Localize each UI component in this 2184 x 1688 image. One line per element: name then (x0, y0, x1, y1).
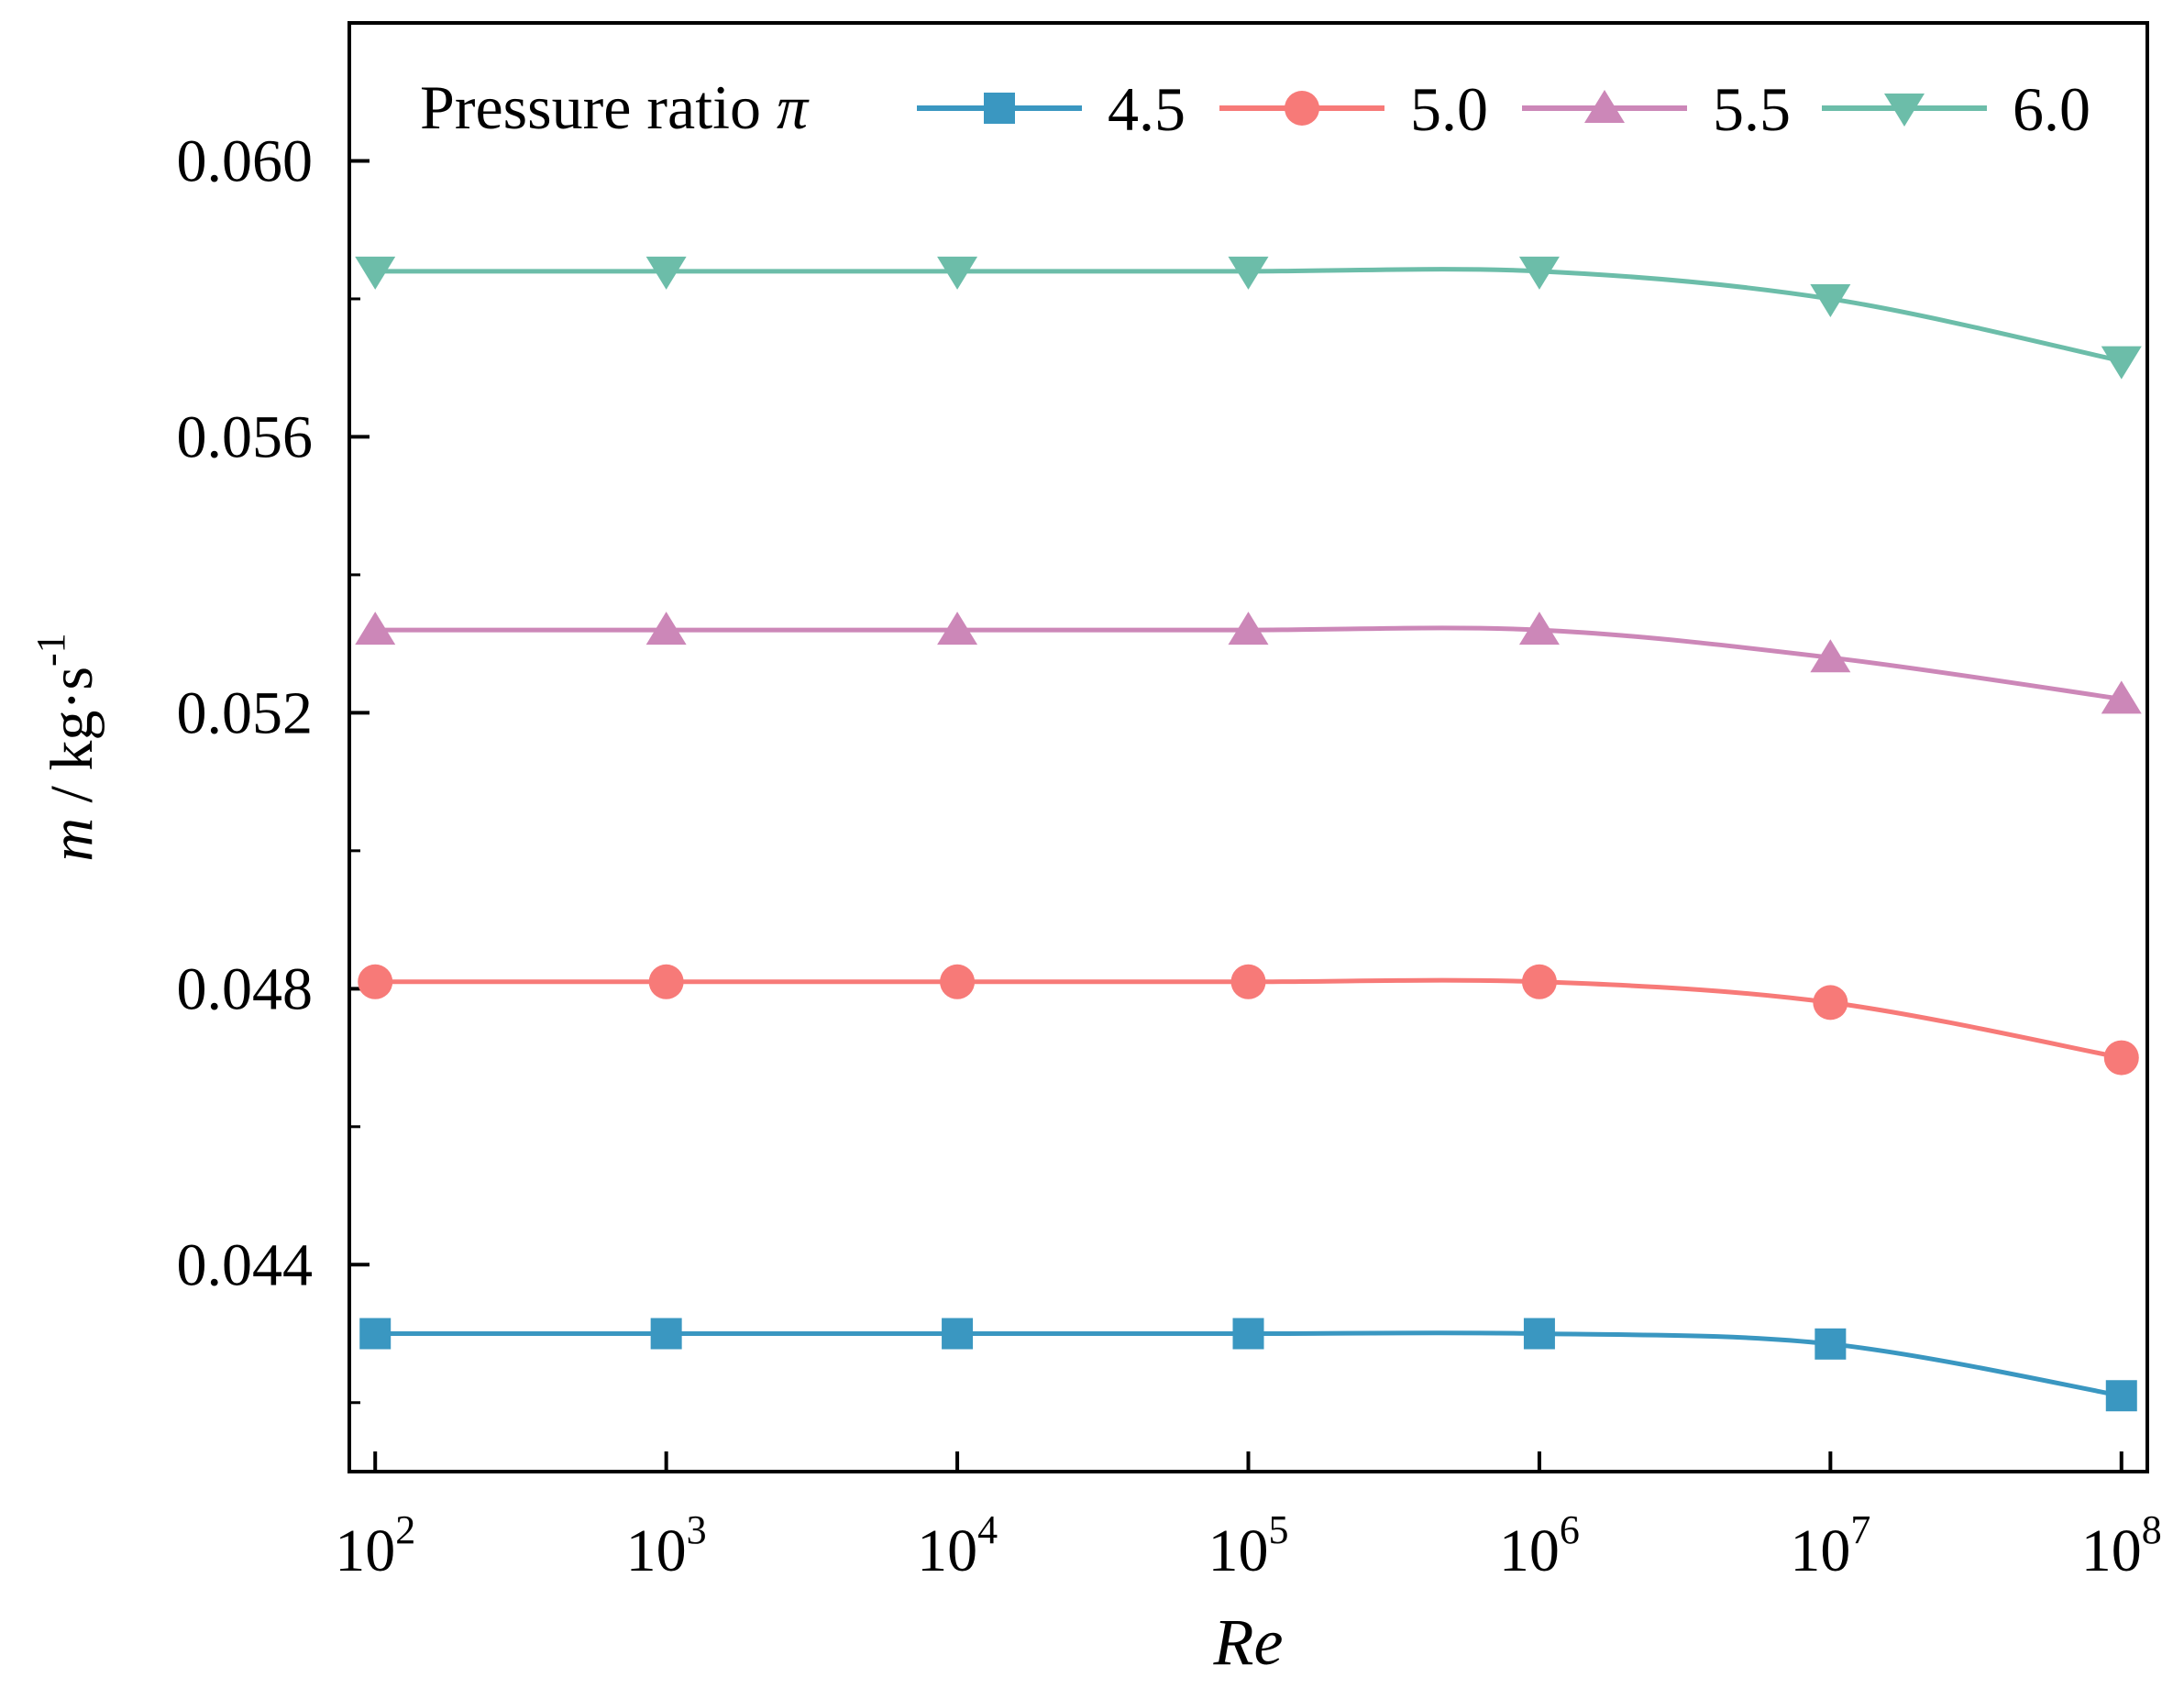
x-tick-label: 108 (2081, 1507, 2162, 1584)
legend-item: 5.0 (1219, 74, 1488, 144)
data-point (1228, 256, 1269, 290)
legend-item: 4.5 (917, 74, 1186, 144)
data-point (940, 964, 976, 999)
series-5-0 (358, 964, 2139, 1076)
x-tick-label: 106 (1499, 1507, 1580, 1584)
legend-marker (984, 93, 1015, 124)
data-point (359, 1318, 392, 1350)
data-point (650, 1318, 682, 1350)
series-5-5 (355, 612, 2142, 714)
legend-item: 6.0 (1822, 74, 2090, 144)
data-point (937, 256, 978, 290)
data-point (1810, 283, 1851, 317)
x-tick-label: 105 (1208, 1507, 1289, 1584)
data-point (937, 612, 978, 645)
data-point (2101, 680, 2142, 714)
data-point (1523, 1318, 1555, 1350)
data-point (645, 612, 687, 645)
data-point (1521, 964, 1557, 999)
x-tick-label: 107 (1790, 1507, 1870, 1584)
x-tick-label: 104 (917, 1507, 998, 1584)
plot-frame (347, 21, 2149, 1473)
data-point (942, 1318, 974, 1350)
y-tick-label: 0.060 (177, 127, 314, 194)
legend-label: 5.5 (1713, 74, 1791, 144)
legend-item: 5.5 (1522, 74, 1791, 144)
legend-label: 4.5 (1108, 74, 1186, 144)
data-point (1813, 985, 1848, 1021)
data-point (2105, 1380, 2137, 1412)
x-tick-label: 103 (626, 1507, 707, 1584)
y-tick-label: 0.056 (177, 403, 314, 470)
data-point (1518, 256, 1560, 290)
series-6-0 (355, 256, 2142, 380)
x-axis-title: Re (1213, 1605, 1284, 1679)
data-point (358, 964, 393, 999)
data-point (645, 256, 687, 290)
legend-title: Pressure ratio π (420, 72, 810, 142)
data-point (355, 612, 396, 645)
data-point (1814, 1328, 1847, 1360)
data-point (648, 964, 684, 999)
data-point (355, 256, 396, 290)
y-axis-title: m / kg·s-1 (28, 633, 105, 861)
y-tick-label: 0.048 (177, 955, 314, 1022)
data-point (1228, 612, 1269, 645)
y-tick-label: 0.052 (177, 679, 314, 746)
data-point (2101, 346, 2142, 380)
legend-marker (1884, 94, 1925, 127)
data-point (2103, 1040, 2139, 1076)
data-point (1810, 639, 1851, 673)
data-point (1518, 612, 1560, 645)
y-tick-label: 0.044 (177, 1231, 314, 1298)
legend-label: 6.0 (2013, 74, 2090, 144)
x-tick-label: 102 (335, 1507, 415, 1584)
legend-marker (1584, 90, 1625, 123)
series-4-5 (359, 1318, 2137, 1412)
data-point (1232, 1318, 1264, 1350)
legend-marker (1285, 91, 1319, 126)
data-point (1230, 964, 1266, 999)
legend-label: 5.0 (1410, 74, 1488, 144)
